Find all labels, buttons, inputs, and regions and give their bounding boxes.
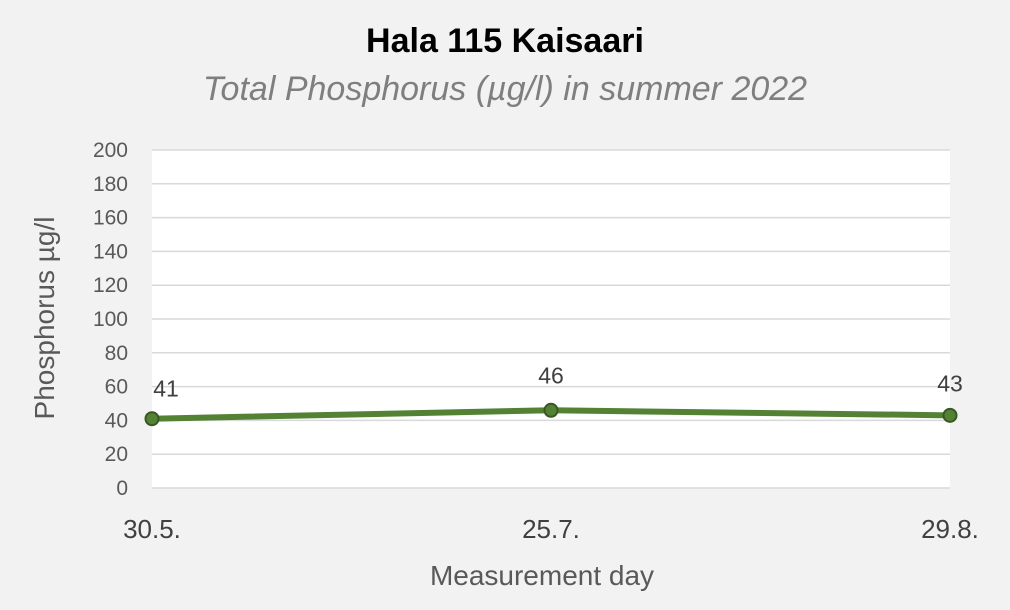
y-tick-label: 40 <box>105 409 128 432</box>
y-tick-label: 200 <box>93 139 128 162</box>
x-tick-label: 29.8. <box>921 514 979 544</box>
y-tick-label: 80 <box>105 342 128 365</box>
y-tick-label: 100 <box>93 308 128 331</box>
y-tick-label: 20 <box>105 443 128 466</box>
y-tick-label: 160 <box>93 207 128 230</box>
data-point <box>144 411 160 427</box>
data-point <box>942 407 958 423</box>
data-labels: 41 46 43 <box>153 362 963 401</box>
y-tick-label: 120 <box>93 274 128 297</box>
x-axis-title: Measurement day <box>430 560 654 591</box>
data-point <box>543 402 559 418</box>
y-tick-label: 0 <box>116 477 128 500</box>
y-axis-title: Phosphorus µg/l <box>29 217 60 420</box>
y-tick-label: 180 <box>93 173 128 196</box>
data-label: 43 <box>937 370 963 396</box>
y-tick-label: 60 <box>105 376 128 399</box>
y-tick-label: 140 <box>93 240 128 263</box>
y-axis-ticks: 0 20 40 60 80 100 120 140 160 180 200 <box>93 139 128 500</box>
series-layer <box>144 402 958 427</box>
x-tick-label: 30.5. <box>123 514 181 544</box>
gridlines <box>152 149 950 489</box>
data-label: 41 <box>153 376 179 402</box>
chart-subtitle: Total Phosphorus (µg/l) in summer 2022 <box>203 70 807 108</box>
chart-title: Hala 115 Kaisaari <box>366 22 644 60</box>
data-label: 46 <box>538 362 564 388</box>
x-axis-ticks: 30.5. 25.7. 29.8. <box>123 514 979 544</box>
x-tick-label: 25.7. <box>522 514 580 544</box>
